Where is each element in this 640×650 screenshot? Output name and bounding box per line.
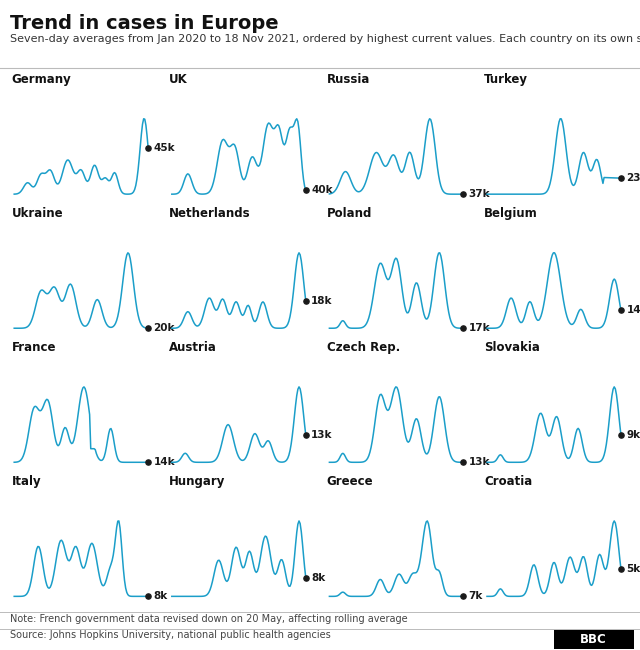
Point	[301, 573, 311, 583]
Text: 23k: 23k	[627, 173, 640, 183]
Point	[458, 323, 468, 333]
Text: Austria: Austria	[169, 341, 217, 354]
Text: Greece: Greece	[326, 475, 373, 488]
Point	[143, 323, 154, 333]
Text: 20k: 20k	[154, 323, 175, 333]
Text: 7k: 7k	[468, 592, 483, 601]
Point	[458, 591, 468, 601]
Text: Turkey: Turkey	[484, 73, 529, 86]
Text: Netherlands: Netherlands	[169, 207, 251, 220]
Text: Belgium: Belgium	[484, 207, 538, 220]
Point	[616, 306, 626, 316]
Text: 18k: 18k	[311, 296, 333, 306]
Text: Russia: Russia	[326, 73, 370, 86]
Point	[143, 457, 154, 467]
Point	[301, 185, 311, 196]
Point	[616, 430, 626, 440]
Text: 17k: 17k	[468, 323, 490, 333]
Text: Hungary: Hungary	[169, 475, 225, 488]
Text: Source: Johns Hopkins University, national public health agencies: Source: Johns Hopkins University, nation…	[10, 630, 330, 640]
Point	[458, 457, 468, 467]
Text: Seven-day averages from Jan 2020 to 18 Nov 2021, ordered by highest current valu: Seven-day averages from Jan 2020 to 18 N…	[10, 34, 640, 44]
Text: 40k: 40k	[311, 185, 333, 196]
Text: 5k: 5k	[627, 564, 640, 574]
Text: Germany: Germany	[12, 73, 71, 86]
Text: Note: French government data revised down on 20 May, affecting rolling average: Note: French government data revised dow…	[10, 614, 407, 624]
Text: Trend in cases in Europe: Trend in cases in Europe	[10, 14, 278, 33]
Point	[301, 296, 311, 306]
Text: 45k: 45k	[154, 143, 175, 153]
Text: 14k: 14k	[154, 458, 175, 467]
Text: Croatia: Croatia	[484, 475, 532, 488]
Point	[458, 189, 468, 200]
Text: France: France	[12, 341, 56, 354]
Point	[616, 564, 626, 575]
Text: 14k: 14k	[627, 306, 640, 315]
Text: 13k: 13k	[311, 430, 333, 440]
Text: Slovakia: Slovakia	[484, 341, 540, 354]
Text: Poland: Poland	[326, 207, 372, 220]
Text: 9k: 9k	[627, 430, 640, 440]
Text: UK: UK	[169, 73, 188, 86]
Point	[143, 143, 154, 153]
Point	[301, 430, 311, 440]
Text: 13k: 13k	[468, 458, 490, 467]
Point	[143, 591, 154, 601]
Text: Italy: Italy	[12, 475, 41, 488]
Text: BBC: BBC	[580, 633, 607, 646]
Text: Ukraine: Ukraine	[12, 207, 63, 220]
Text: 37k: 37k	[468, 189, 490, 199]
Point	[616, 173, 626, 183]
Text: 8k: 8k	[311, 573, 325, 582]
Text: Czech Rep.: Czech Rep.	[326, 341, 400, 354]
Text: 8k: 8k	[154, 592, 168, 601]
